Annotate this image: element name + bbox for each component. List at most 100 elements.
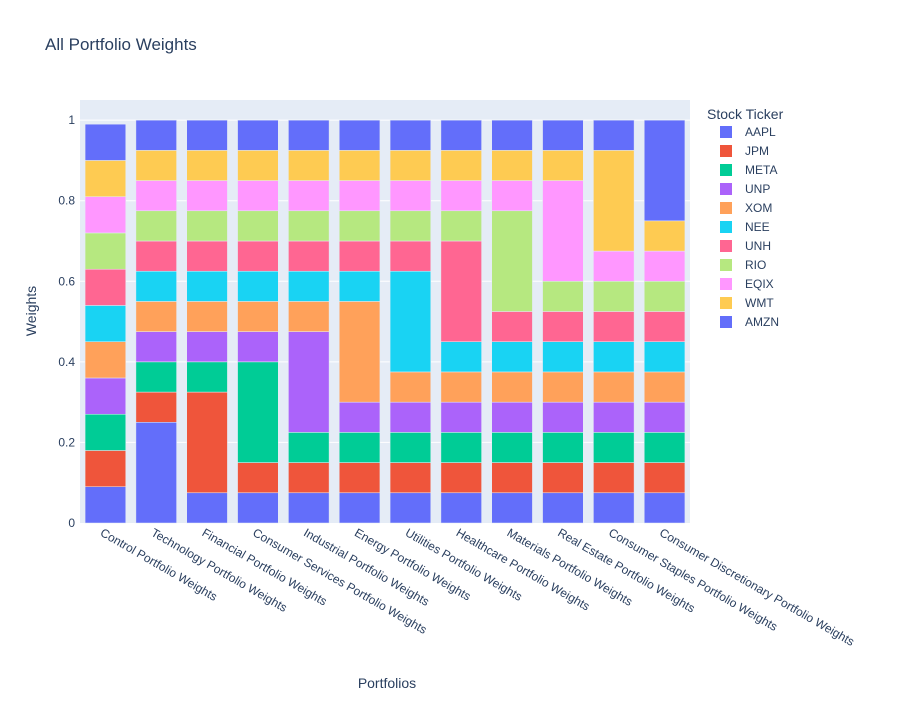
bar-segment-xom[interactable] — [389, 371, 432, 403]
bar-segment-aapl[interactable] — [389, 492, 432, 524]
bar-segment-aapl[interactable] — [186, 492, 228, 524]
bar-segment-eqix[interactable] — [593, 250, 635, 282]
bar-segment-rio[interactable] — [542, 281, 584, 312]
bar-segment-meta[interactable] — [542, 432, 584, 463]
bar-segment-aapl[interactable] — [135, 422, 177, 524]
bar-segment-nee[interactable] — [288, 270, 330, 302]
bar-segment-jpm[interactable] — [644, 462, 686, 494]
bar-segment-meta[interactable] — [84, 413, 127, 451]
bar-segment-meta[interactable] — [491, 432, 533, 463]
bar-segment-unh[interactable] — [186, 240, 228, 272]
legend-label-xom[interactable]: XOM — [745, 201, 772, 215]
bar-segment-eqix[interactable] — [440, 180, 482, 212]
bar-segment-unp[interactable] — [339, 401, 381, 433]
legend-label-unp[interactable]: UNP — [745, 182, 770, 196]
bar-segment-rio[interactable] — [288, 210, 330, 242]
bar-segment-wmt[interactable] — [84, 160, 127, 197]
bar-segment-xom[interactable] — [440, 371, 482, 403]
bar-segment-meta[interactable] — [135, 361, 177, 393]
bar-segment-jpm[interactable] — [135, 391, 177, 423]
bar-segment-wmt[interactable] — [288, 150, 330, 181]
bar-segment-unp[interactable] — [389, 401, 432, 433]
bar-segment-wmt[interactable] — [339, 150, 381, 181]
legend-swatch-unh[interactable] — [720, 240, 732, 252]
bar-segment-aapl[interactable] — [84, 486, 127, 524]
bar-segment-unh[interactable] — [339, 240, 381, 272]
bar-segment-jpm[interactable] — [186, 391, 228, 494]
bar-segment-aapl[interactable] — [542, 492, 584, 524]
bar-segment-unp[interactable] — [491, 401, 533, 433]
bar-segment-wmt[interactable] — [491, 150, 533, 181]
bar-segment-eqix[interactable] — [237, 180, 279, 212]
bar-segment-nee[interactable] — [644, 341, 686, 373]
bar-segment-eqix[interactable] — [135, 180, 177, 212]
bar-segment-eqix[interactable] — [491, 180, 533, 212]
bar-segment-unp[interactable] — [593, 401, 635, 433]
bar-segment-amzn[interactable] — [186, 119, 228, 151]
legend-label-rio[interactable]: RIO — [745, 258, 766, 272]
bar-segment-xom[interactable] — [644, 371, 686, 403]
legend-swatch-nee[interactable] — [720, 221, 732, 233]
bar-segment-meta[interactable] — [186, 361, 228, 393]
bar-segment-nee[interactable] — [440, 341, 482, 373]
bar-segment-eqix[interactable] — [542, 180, 584, 282]
bar-segment-jpm[interactable] — [339, 462, 381, 494]
bar-segment-xom[interactable] — [339, 301, 381, 403]
bar-segment-unh[interactable] — [593, 311, 635, 342]
bar-segment-amzn[interactable] — [288, 119, 330, 151]
bar-segment-unp[interactable] — [542, 401, 584, 433]
legend-swatch-eqix[interactable] — [720, 278, 732, 290]
bar-segment-aapl[interactable] — [339, 492, 381, 524]
bar-segment-amzn[interactable] — [542, 119, 584, 151]
bar-segment-unh[interactable] — [491, 311, 533, 342]
bar-segment-wmt[interactable] — [389, 150, 432, 181]
bar-segment-xom[interactable] — [84, 341, 127, 379]
bar-segment-amzn[interactable] — [644, 119, 686, 222]
legend-swatch-amzn[interactable] — [720, 316, 732, 328]
legend-label-unh[interactable]: UNH — [745, 239, 771, 253]
bar-segment-wmt[interactable] — [644, 220, 686, 252]
bar-segment-xom[interactable] — [491, 371, 533, 403]
bar-segment-jpm[interactable] — [491, 462, 533, 494]
legend-swatch-xom[interactable] — [720, 202, 732, 214]
bar-segment-aapl[interactable] — [491, 492, 533, 524]
bar-segment-nee[interactable] — [389, 270, 432, 373]
bar-segment-rio[interactable] — [644, 281, 686, 312]
bar-segment-xom[interactable] — [542, 371, 584, 403]
bar-segment-jpm[interactable] — [288, 462, 330, 494]
bar-segment-jpm[interactable] — [542, 462, 584, 494]
bar-segment-aapl[interactable] — [644, 492, 686, 524]
bar-segment-unh[interactable] — [135, 240, 177, 272]
bar-segment-unp[interactable] — [644, 401, 686, 433]
bar-segment-xom[interactable] — [237, 301, 279, 332]
bar-segment-nee[interactable] — [542, 341, 584, 373]
bar-segment-eqix[interactable] — [339, 180, 381, 212]
bar-segment-eqix[interactable] — [84, 196, 127, 234]
bar-segment-meta[interactable] — [644, 432, 686, 463]
bar-segment-jpm[interactable] — [389, 462, 432, 494]
legend-swatch-meta[interactable] — [720, 164, 732, 176]
bar-segment-amzn[interactable] — [593, 119, 635, 151]
bar-segment-meta[interactable] — [288, 432, 330, 463]
legend-swatch-rio[interactable] — [720, 259, 732, 271]
bar-segment-nee[interactable] — [339, 270, 381, 302]
bar-segment-unp[interactable] — [237, 331, 279, 363]
bar-segment-meta[interactable] — [389, 432, 432, 463]
bar-segment-xom[interactable] — [288, 301, 330, 332]
legend-label-amzn[interactable]: AMZN — [745, 315, 779, 329]
bar-segment-rio[interactable] — [389, 210, 432, 242]
bar-segment-wmt[interactable] — [135, 150, 177, 181]
bar-segment-wmt[interactable] — [237, 150, 279, 181]
bar-segment-eqix[interactable] — [389, 180, 432, 212]
bar-segment-amzn[interactable] — [135, 119, 177, 151]
bar-segment-rio[interactable] — [84, 232, 127, 270]
legend-label-wmt[interactable]: WMT — [745, 296, 774, 310]
legend-label-nee[interactable]: NEE — [745, 220, 770, 234]
bar-segment-unp[interactable] — [186, 331, 228, 363]
bar-segment-unh[interactable] — [644, 311, 686, 342]
bar-segment-unh[interactable] — [237, 240, 279, 272]
bar-segment-nee[interactable] — [491, 341, 533, 373]
bar-segment-wmt[interactable] — [542, 150, 584, 181]
bar-segment-unp[interactable] — [288, 331, 330, 433]
bar-segment-rio[interactable] — [237, 210, 279, 242]
